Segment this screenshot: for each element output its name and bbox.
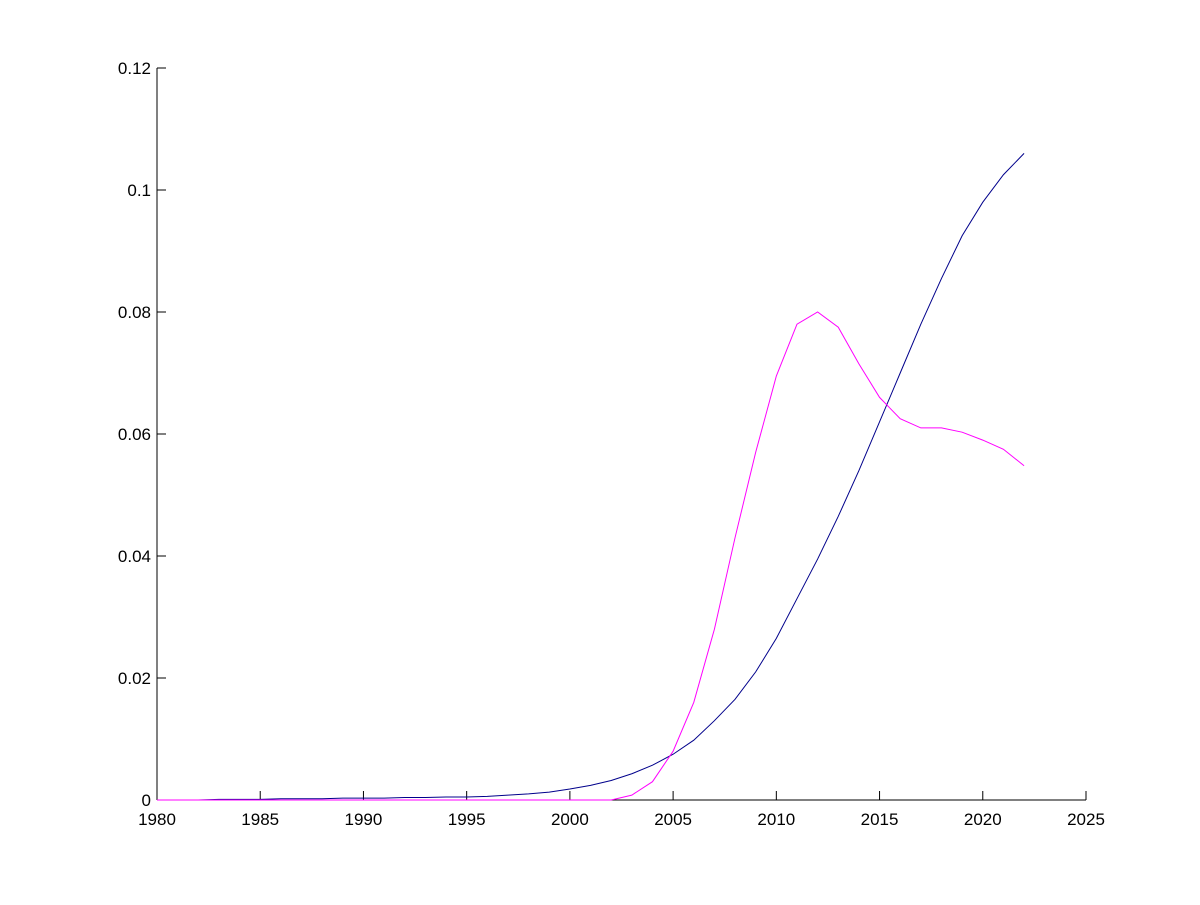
x-tick-label: 1980: [138, 810, 176, 829]
x-tick-label: 1985: [241, 810, 279, 829]
y-tick-label: 0.02: [118, 669, 151, 688]
x-tick-label: 2020: [964, 810, 1002, 829]
x-tick-label: 2010: [757, 810, 795, 829]
x-tick-label: 1995: [448, 810, 486, 829]
y-tick-label: 0.06: [118, 425, 151, 444]
data-line: [157, 311, 1025, 801]
y-tick-label: 0.08: [118, 303, 151, 322]
y-tick-label: 0: [142, 791, 151, 810]
y-tick-label: 0.1: [127, 181, 151, 200]
y-tick-label: 0.12: [118, 59, 151, 78]
data-line: [157, 153, 1025, 801]
x-tick-label: 1990: [345, 810, 383, 829]
x-tick-label: 2005: [654, 810, 692, 829]
x-tick-label: 2025: [1067, 810, 1105, 829]
x-tick-label: 2015: [861, 810, 899, 829]
y-tick-label: 0.04: [118, 547, 151, 566]
x-tick-label: 2000: [551, 810, 589, 829]
